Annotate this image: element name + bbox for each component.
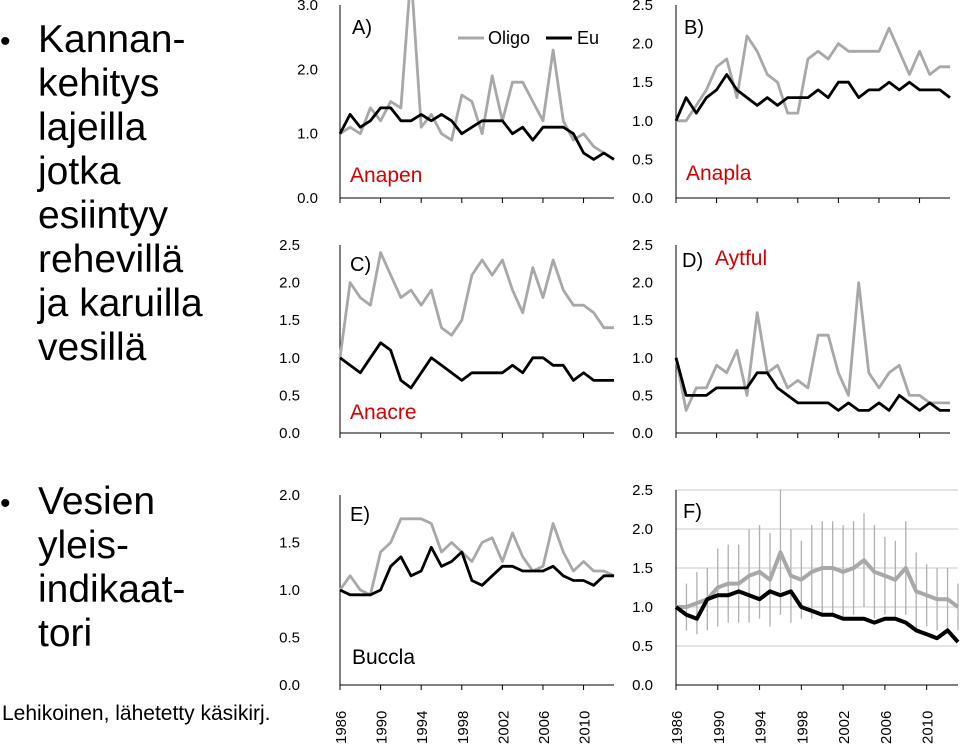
panel-c-series-eu xyxy=(339,341,614,390)
panel-d-ytick-label: 1.0 xyxy=(632,350,653,367)
xtick-label: 1994 xyxy=(414,711,431,744)
panel-d-species-label: Aytful xyxy=(715,247,767,270)
panel-a-ytick-label: 3.0 xyxy=(297,0,318,14)
panel-e-label: E) xyxy=(350,504,370,526)
panel-c-ytick-label: 0.5 xyxy=(279,387,300,404)
panel-e-ytick-label: 1.0 xyxy=(279,582,300,599)
panel-b-ytick-label: 0.0 xyxy=(632,190,653,207)
panel-b-ytick-label: 2.5 xyxy=(632,0,653,14)
xtick-label: 1994 xyxy=(753,711,770,744)
panel-c-ytick-label: 2.5 xyxy=(279,237,300,254)
panel-c-species-label: Anacre xyxy=(350,401,417,424)
panel-b-label: B) xyxy=(684,17,704,39)
panel-d-ytick-label: 0.0 xyxy=(632,425,653,442)
source-credit: Lehikoinen, lähetetty käsikirj. xyxy=(2,702,271,725)
panel-b-ytick-label: 1.0 xyxy=(632,113,653,130)
panel-b-series-eu xyxy=(674,73,951,122)
panel-e-ytick-label: 0.5 xyxy=(279,630,300,647)
xtick-label: 2002 xyxy=(495,711,512,744)
panel-f-ytick-label: 2.5 xyxy=(632,482,653,499)
xtick-label: 1998 xyxy=(455,711,472,744)
panel-f-label: F) xyxy=(683,501,702,523)
xtick-label: 2006 xyxy=(878,711,895,744)
panel-b-series-oligo xyxy=(676,26,950,123)
panel-a-label: A) xyxy=(352,17,372,39)
bullet-text-indicator: Vesien yleis- indikaat- tori xyxy=(38,480,186,655)
panel-a-series-eu xyxy=(338,106,615,161)
panel-f-ytick-label: 1.0 xyxy=(632,599,653,616)
panel-e-series-eu xyxy=(339,545,614,597)
panel-c-ytick-label: 1.0 xyxy=(279,350,300,367)
panel-b-ytick-label: 0.5 xyxy=(632,151,653,168)
panel-f-series-oligo xyxy=(676,550,960,609)
bullet-text-species: Kannan- kehitys lajeilla jotka esiintyy … xyxy=(38,18,203,369)
bullet-dot-icon: • xyxy=(0,487,11,520)
xtick-label: 1990 xyxy=(711,711,728,744)
panel-d-label: D) xyxy=(682,250,703,272)
panel-d-series-oligo xyxy=(674,281,950,412)
xtick-label: 2002 xyxy=(836,711,853,744)
panel-d-series-eu xyxy=(674,357,950,412)
panel-d-ytick-label: 1.5 xyxy=(632,312,653,329)
legend-label-eu: Eu xyxy=(577,28,599,48)
legend-label-oligo: Oligo xyxy=(488,28,530,48)
panel-f-ytick-label: 0.0 xyxy=(632,677,653,694)
xtick-label: 2006 xyxy=(536,711,553,744)
panel-a-species-label: Anapen xyxy=(350,164,422,187)
panel-a-ytick-label: 0.0 xyxy=(297,190,318,207)
panel-c-label: C) xyxy=(350,254,371,276)
panel-f-ytick-label: 1.5 xyxy=(632,560,653,577)
panel-d-ytick-label: 0.5 xyxy=(632,387,653,404)
panel-a-ytick-label: 1.0 xyxy=(297,126,318,143)
xtick-label: 1986 xyxy=(333,711,350,744)
panel-c-ytick-label: 2.0 xyxy=(279,275,300,292)
panel-b-species-label: Anapla xyxy=(686,162,752,185)
panel-c-series-oligo xyxy=(338,251,614,358)
panel-b-ytick-label: 1.5 xyxy=(632,74,653,91)
panel-d-ytick-label: 2.0 xyxy=(632,275,653,292)
panel-e-series-oligo xyxy=(338,517,615,597)
xtick-label: 1998 xyxy=(794,711,811,744)
xtick-label: 1990 xyxy=(374,711,391,744)
panel-f-ytick-label: 0.5 xyxy=(632,638,653,655)
panel-e-ytick-label: 1.5 xyxy=(279,535,300,552)
panel-c-ytick-label: 1.5 xyxy=(279,312,300,329)
panel-e-ytick-label: 2.0 xyxy=(279,487,300,504)
panel-d-ytick-label: 2.5 xyxy=(632,237,653,254)
panel-e-ytick-label: 0.0 xyxy=(279,677,300,694)
xtick-label: 2010 xyxy=(577,711,594,744)
xtick-label: 1986 xyxy=(669,711,686,744)
panel-b-ytick-label: 2.0 xyxy=(632,36,653,53)
panel-a-ytick-label: 2.0 xyxy=(297,61,318,78)
panel-e-species-label: Buccla xyxy=(352,646,415,669)
panel-c-ytick-label: 0.0 xyxy=(279,425,300,442)
panel-f-ytick-label: 2.0 xyxy=(632,521,653,538)
xtick-label: 2010 xyxy=(920,711,937,744)
bullet-species: • Kannan- kehitys lajeilla jotka esiinty… xyxy=(0,18,260,458)
panel-f-series-eu xyxy=(674,589,960,644)
bullet-dot-icon: • xyxy=(0,25,11,58)
bullet-indicator: • Vesien yleis- indikaat- tori xyxy=(0,480,260,680)
